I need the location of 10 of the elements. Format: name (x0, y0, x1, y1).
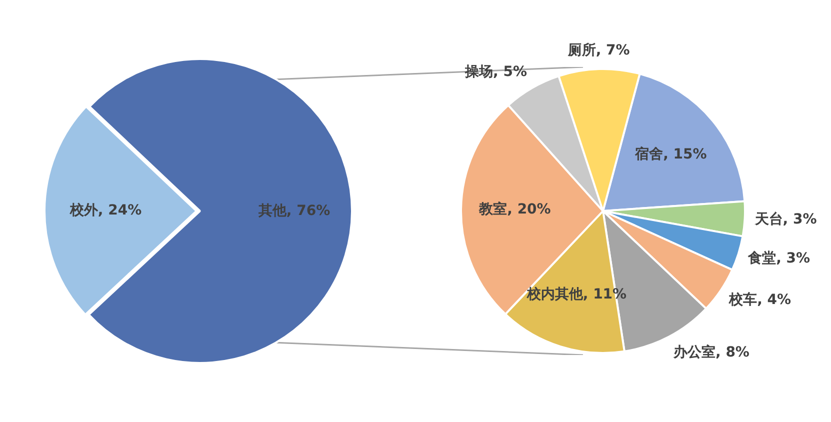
slice-label: 厕所, 7% (566, 42, 630, 59)
slice-label: 教室, 20% (478, 200, 551, 218)
slice-label: 校车, 4% (728, 290, 792, 308)
slice-label: 其他, 76% (257, 202, 330, 219)
slice-label: 办公室, 8% (672, 343, 750, 360)
slice-label: 操场, 5% (464, 64, 527, 80)
slice-label: 食堂, 3% (747, 250, 810, 266)
slice-label: 校外, 24% (68, 202, 142, 218)
slice-label: 天台, 3% (754, 211, 817, 228)
slice-label: 宿舍, 15% (634, 146, 707, 163)
